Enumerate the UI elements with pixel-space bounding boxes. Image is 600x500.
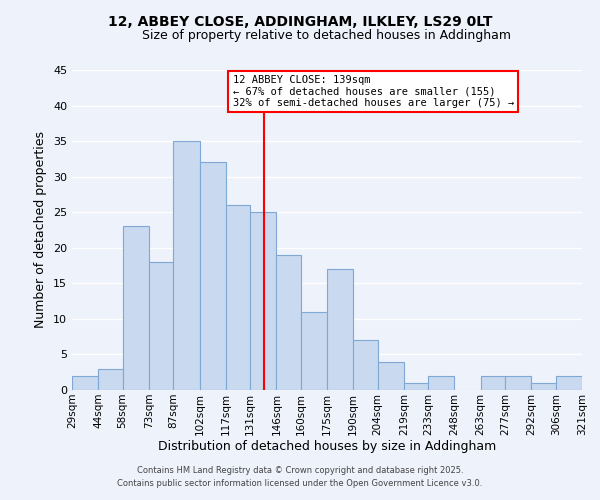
- Bar: [377, 362, 404, 390]
- Bar: [404, 383, 428, 390]
- Bar: [250, 212, 277, 390]
- Bar: [301, 312, 327, 390]
- Bar: [481, 376, 505, 390]
- Y-axis label: Number of detached properties: Number of detached properties: [34, 132, 47, 328]
- Bar: [226, 205, 250, 390]
- Bar: [72, 376, 98, 390]
- Text: Contains HM Land Registry data © Crown copyright and database right 2025.
Contai: Contains HM Land Registry data © Crown c…: [118, 466, 482, 487]
- Bar: [149, 262, 173, 390]
- Bar: [505, 376, 532, 390]
- Bar: [199, 162, 226, 390]
- Bar: [327, 269, 353, 390]
- Bar: [353, 340, 377, 390]
- Bar: [556, 376, 582, 390]
- Text: 12 ABBEY CLOSE: 139sqm
← 67% of detached houses are smaller (155)
32% of semi-de: 12 ABBEY CLOSE: 139sqm ← 67% of detached…: [233, 75, 514, 108]
- Title: Size of property relative to detached houses in Addingham: Size of property relative to detached ho…: [143, 30, 511, 43]
- Bar: [277, 255, 301, 390]
- Bar: [173, 141, 199, 390]
- Bar: [428, 376, 455, 390]
- Bar: [532, 383, 556, 390]
- Text: 12, ABBEY CLOSE, ADDINGHAM, ILKLEY, LS29 0LT: 12, ABBEY CLOSE, ADDINGHAM, ILKLEY, LS29…: [108, 15, 492, 29]
- Bar: [98, 368, 122, 390]
- X-axis label: Distribution of detached houses by size in Addingham: Distribution of detached houses by size …: [158, 440, 496, 454]
- Bar: [122, 226, 149, 390]
